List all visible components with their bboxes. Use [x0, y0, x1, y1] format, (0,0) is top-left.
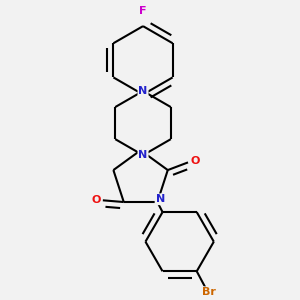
Text: N: N [138, 150, 148, 160]
Text: N: N [138, 86, 148, 96]
Text: F: F [139, 7, 147, 16]
Text: N: N [156, 194, 165, 204]
Text: O: O [191, 156, 200, 166]
Text: O: O [91, 195, 101, 205]
Text: Br: Br [202, 287, 216, 297]
